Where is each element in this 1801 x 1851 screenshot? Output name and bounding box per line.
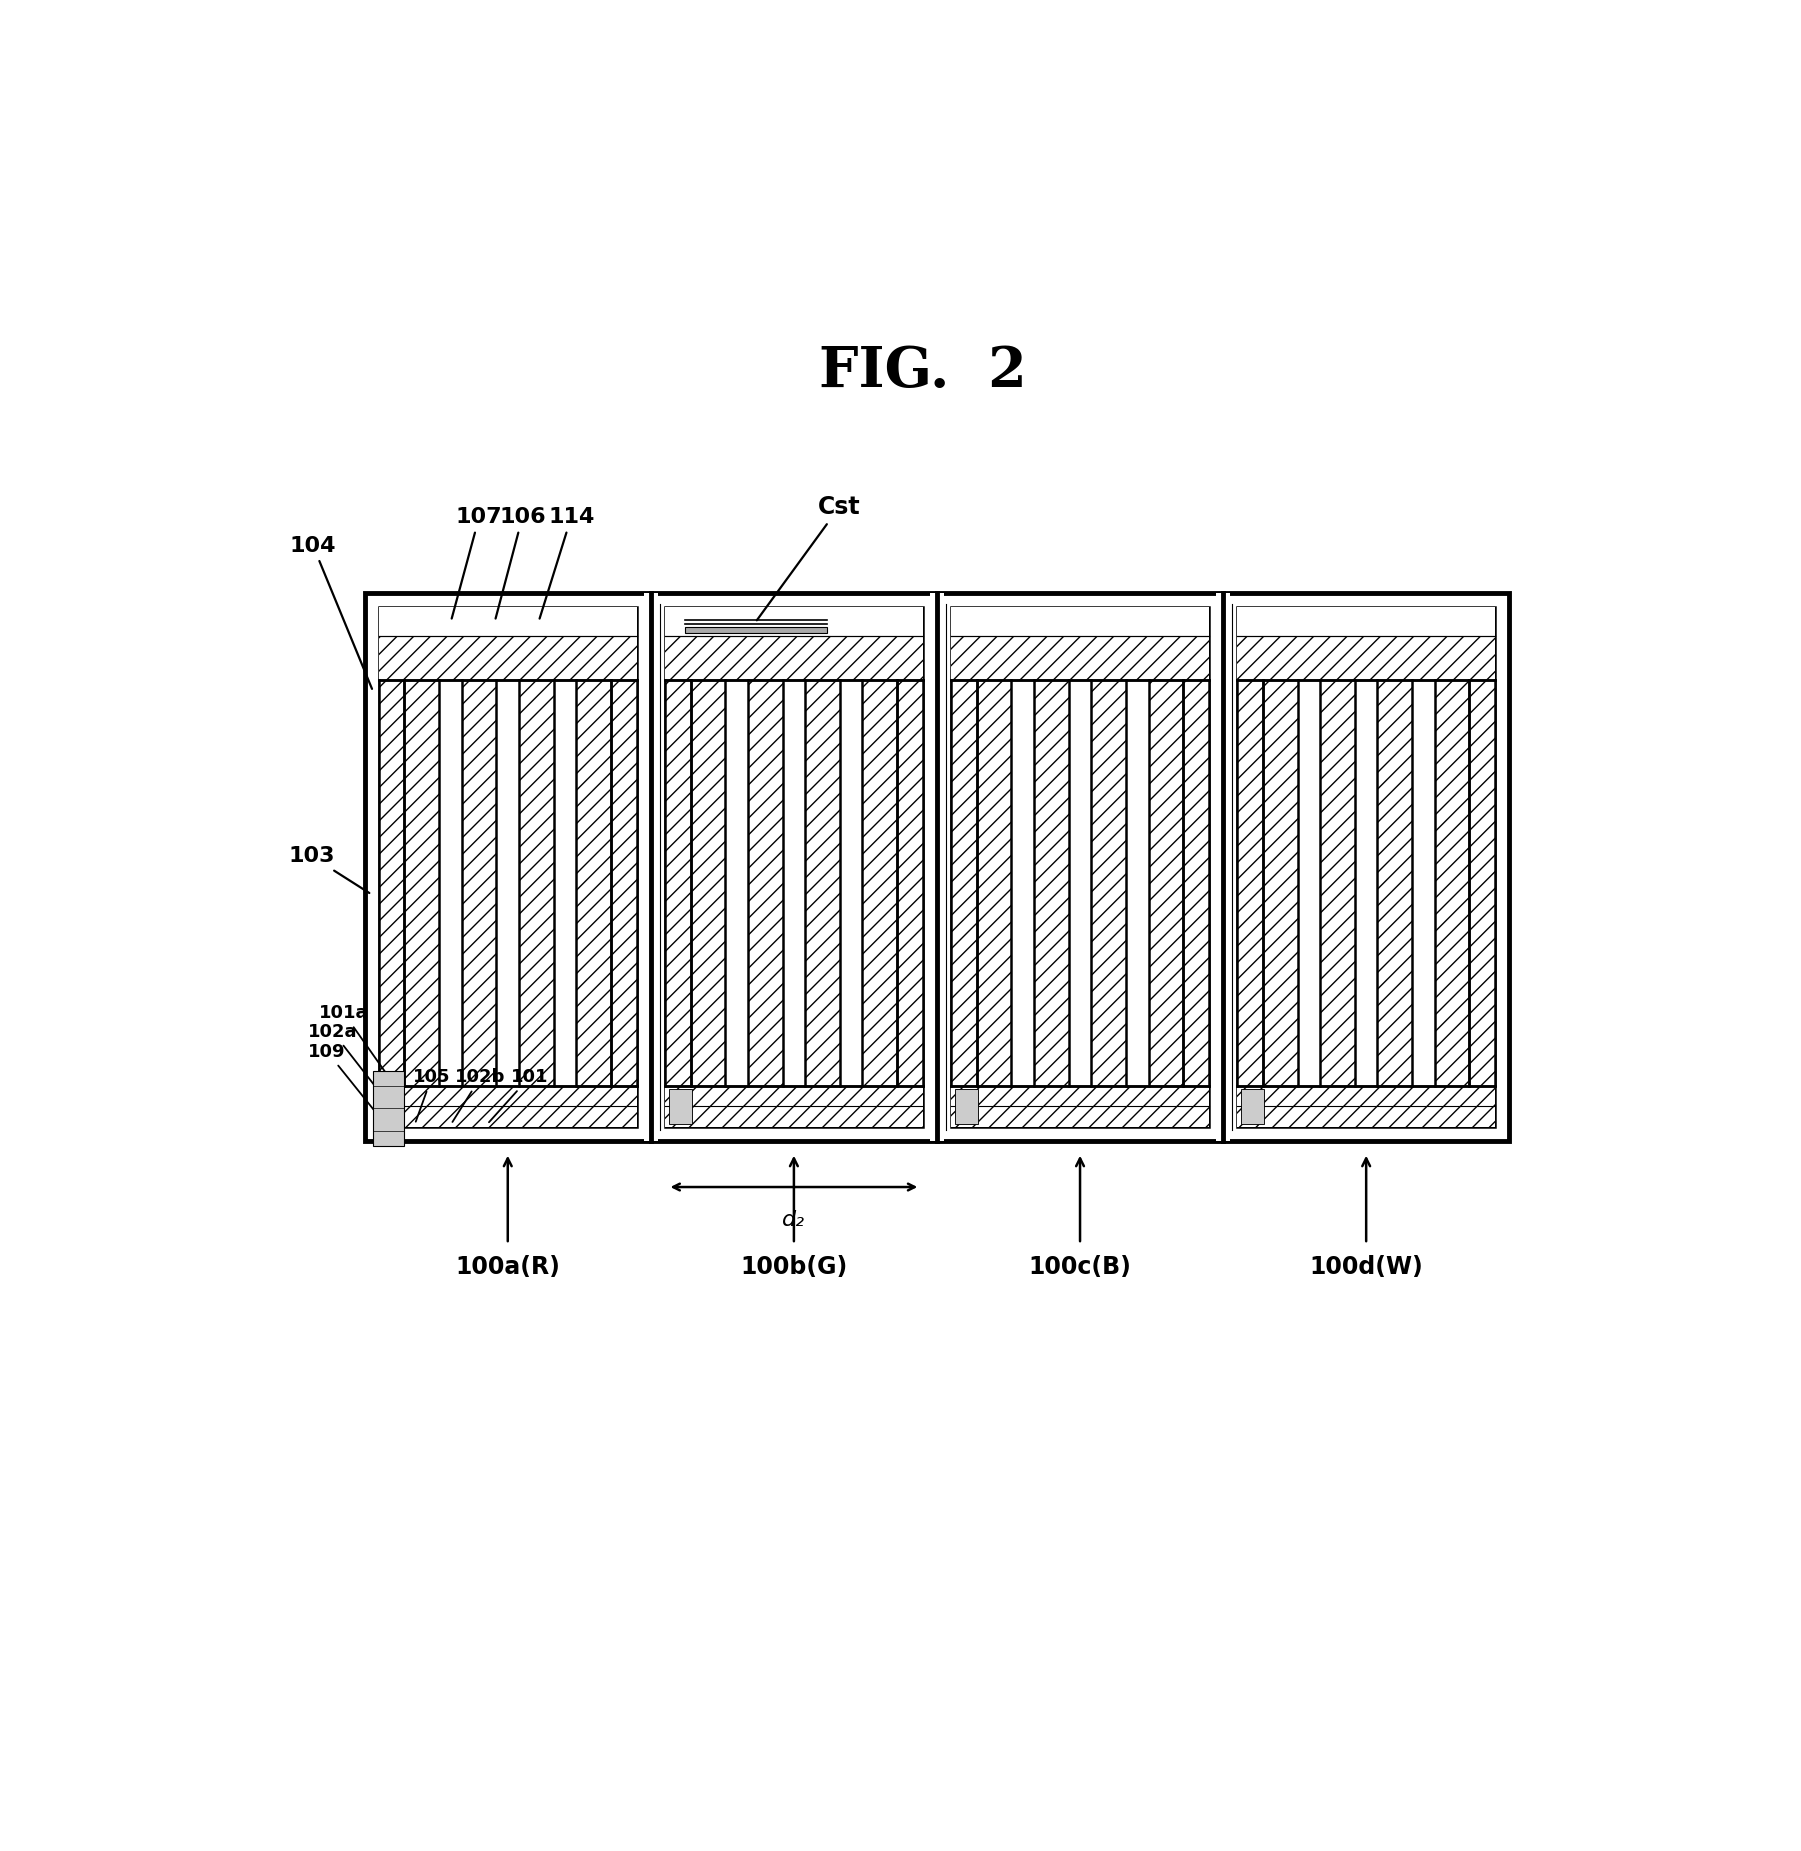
Bar xyxy=(931,592,944,1142)
Bar xyxy=(1237,679,1263,1085)
Bar xyxy=(366,592,1509,1142)
Text: FIG.  2: FIG. 2 xyxy=(819,344,1027,400)
Bar xyxy=(897,679,924,1085)
Bar xyxy=(665,679,690,1085)
Bar xyxy=(1237,607,1495,635)
Bar xyxy=(976,679,1012,1085)
Text: 102a: 102a xyxy=(308,1022,391,1107)
Bar xyxy=(1216,592,1230,1142)
Text: 107: 107 xyxy=(452,507,502,618)
Text: d₂: d₂ xyxy=(782,1211,805,1229)
Bar xyxy=(378,635,638,679)
Bar xyxy=(1320,679,1354,1085)
Text: 100b(G): 100b(G) xyxy=(740,1255,848,1279)
Bar xyxy=(951,607,1208,635)
Bar xyxy=(378,1085,638,1127)
Text: 103: 103 xyxy=(288,846,369,892)
Bar xyxy=(1470,679,1495,1085)
Text: 106: 106 xyxy=(495,507,546,618)
Bar xyxy=(951,635,1208,679)
Bar xyxy=(1034,679,1068,1085)
Bar xyxy=(1237,635,1495,679)
Bar xyxy=(1435,679,1470,1085)
Bar xyxy=(497,679,519,1085)
Bar xyxy=(747,679,783,1085)
Bar xyxy=(439,679,461,1085)
Bar xyxy=(611,679,638,1085)
Bar xyxy=(686,627,827,633)
Bar xyxy=(1126,679,1149,1085)
Text: 100d(W): 100d(W) xyxy=(1309,1255,1423,1279)
Bar xyxy=(863,679,897,1085)
Bar xyxy=(839,679,863,1085)
Bar xyxy=(668,1088,692,1124)
Text: 100a(R): 100a(R) xyxy=(456,1255,560,1279)
Text: 105: 105 xyxy=(412,1068,450,1122)
Bar xyxy=(951,1085,1208,1127)
Bar xyxy=(726,679,747,1085)
Bar xyxy=(1241,1088,1264,1124)
Bar xyxy=(645,592,657,1142)
Text: 100c(B): 100c(B) xyxy=(1028,1255,1131,1279)
Bar xyxy=(519,679,553,1085)
Bar xyxy=(378,607,638,635)
Text: 101: 101 xyxy=(488,1068,548,1122)
Bar xyxy=(951,679,976,1085)
Bar xyxy=(1068,679,1091,1085)
Bar xyxy=(373,1072,403,1146)
Bar xyxy=(1091,679,1126,1085)
Text: 114: 114 xyxy=(540,507,594,618)
Bar xyxy=(805,679,839,1085)
Bar xyxy=(665,607,924,1127)
Bar xyxy=(1012,679,1034,1085)
Text: Cst: Cst xyxy=(756,496,861,620)
Bar xyxy=(405,679,439,1085)
Bar xyxy=(1237,607,1495,1127)
Bar xyxy=(1149,679,1183,1085)
Bar xyxy=(955,1088,978,1124)
Bar xyxy=(783,679,805,1085)
Bar xyxy=(665,1085,924,1127)
Text: 109: 109 xyxy=(308,1042,382,1120)
Text: 101a: 101a xyxy=(319,1003,400,1092)
Bar xyxy=(378,679,405,1085)
Bar xyxy=(1297,679,1320,1085)
Bar xyxy=(690,679,726,1085)
Text: 102b: 102b xyxy=(452,1068,506,1122)
Bar xyxy=(1378,679,1412,1085)
Bar xyxy=(951,607,1208,1127)
Bar xyxy=(1412,679,1435,1085)
Bar xyxy=(378,607,638,1127)
Text: 104: 104 xyxy=(290,535,373,689)
Bar xyxy=(1183,679,1208,1085)
Bar xyxy=(461,679,497,1085)
Bar xyxy=(1354,679,1378,1085)
Bar xyxy=(1263,679,1297,1085)
Bar xyxy=(553,679,576,1085)
Bar xyxy=(665,635,924,679)
Bar xyxy=(576,679,611,1085)
Bar xyxy=(1237,1085,1495,1127)
Bar xyxy=(665,607,924,635)
